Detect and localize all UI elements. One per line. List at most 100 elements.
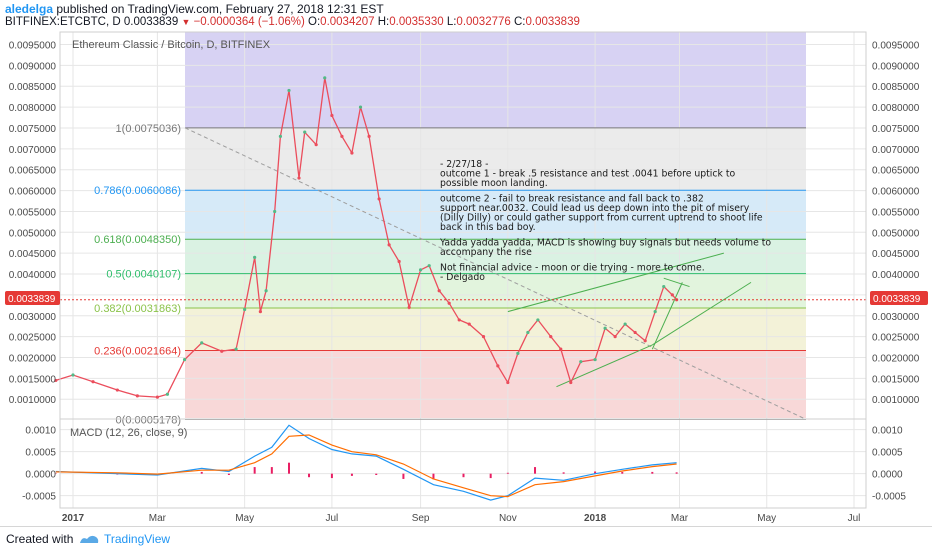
fib-zone (185, 190, 806, 240)
price-point (457, 318, 461, 322)
publish-line: aledelga published on TradingView.com, F… (5, 2, 384, 16)
y-tick-label-left: 0.0080000 (9, 103, 57, 114)
trendline (651, 282, 683, 350)
price-point (340, 134, 344, 138)
fib-zone (185, 32, 806, 128)
price-tag-right-text: 0.0033839 (873, 294, 921, 305)
fib-zone (185, 127, 806, 191)
price-point (182, 357, 187, 362)
price-line (54, 76, 866, 399)
price-point (200, 341, 204, 345)
fib-label: 0.382(0.0031863) (94, 303, 181, 315)
high-label: H: (377, 16, 390, 28)
price-point (297, 176, 301, 180)
price-point (496, 364, 500, 368)
price-point (303, 130, 307, 134)
macd-tick-label-left: 0.0010 (25, 426, 56, 437)
price-tag-left: 0.0033839 (5, 291, 60, 305)
y-tick-label-right: 0.0055000 (872, 207, 920, 218)
trendline (663, 277, 690, 288)
y-tick-label-right: 0.0020000 (872, 353, 920, 364)
price-point (569, 380, 573, 385)
y-tick-label-left: 0.0095000 (9, 41, 57, 52)
published-text: published on TradingView.com, February 2… (56, 2, 384, 16)
y-tick-label-right: 0.0075000 (872, 124, 920, 135)
macd-tick-label-left: 0.0000 (25, 470, 56, 481)
y-tick-label-right: 0.0050000 (872, 228, 920, 239)
trendline (652, 281, 752, 346)
price-point (358, 105, 363, 109)
fibonacci-levels: 1(0.0075036) 0.786(0.0060086) 0.618(0.0048… (94, 123, 806, 426)
price-point (437, 289, 441, 293)
macd-tick-label-left: 0.0005 (25, 448, 56, 459)
high-value: 0.0035330 (389, 16, 444, 28)
x-tick-label: 2018 (584, 513, 607, 524)
y-tick-label-left: 0.0075000 (9, 124, 57, 135)
note-line: support near.0032. Could lead us deep do… (440, 203, 750, 214)
price-point (643, 339, 647, 343)
price-change: −0.0000364 (−1.06%) (193, 16, 305, 28)
tradingview-logo-icon[interactable] (78, 533, 100, 545)
y-tick-label-right: 0.0045000 (872, 249, 920, 260)
price-tag-right: 0.0033839 (870, 291, 928, 305)
note-line: - 2/27/18 - (440, 159, 488, 170)
x-tick-label: Sep (412, 513, 430, 524)
symbol-line: BITFINEX:ETCBTC, D 0.0033839 ▼ −0.000036… (5, 15, 580, 29)
low-label: L: (446, 16, 457, 28)
y-tick-label-left: 0.0025000 (9, 333, 57, 344)
price-point (407, 305, 411, 310)
note-line: Not financial advice - moon or die tryin… (440, 263, 705, 274)
price-point (623, 322, 627, 326)
price-point (287, 88, 291, 93)
y-tick-label-right: 0.0095000 (872, 41, 920, 52)
x-tick-label: Mar (671, 513, 689, 524)
price-point (273, 209, 277, 214)
x-tick-label: Mar (149, 513, 167, 524)
fib-label: 0.786(0.0060086) (94, 185, 181, 197)
price-point (467, 322, 471, 326)
close-label: C: (514, 16, 526, 28)
annotation-note: - 2/27/18 -outcome 1 - break .5 resistan… (439, 159, 771, 283)
price-point (234, 347, 238, 351)
price-point (253, 255, 257, 259)
y-tick-label-right: 0.0060000 (872, 187, 920, 198)
price-point (447, 301, 451, 305)
price-point (603, 326, 607, 330)
note-line: possible moon landing. (440, 178, 548, 189)
y-tick-label-left: 0.0040000 (9, 270, 57, 281)
note-line: back in this bad boy. (440, 222, 536, 233)
macd-tick-label-right: 0.0005 (872, 448, 903, 459)
price-point (367, 134, 371, 138)
price-point (506, 380, 510, 385)
tradingview-brand[interactable]: TradingView (104, 532, 171, 546)
chart-area[interactable]: 1(0.0075036) 0.786(0.0060086) 0.618(0.0048… (0, 30, 932, 526)
x-tick-label: Nov (499, 513, 517, 524)
price-point (155, 395, 159, 399)
price-point (613, 335, 617, 339)
low-value: 0.0032776 (456, 16, 511, 28)
y-tick-label-right: 0.0030000 (872, 312, 920, 323)
price-point (258, 309, 262, 314)
price-point (54, 378, 58, 383)
note-line: outcome 2 - fail to break resistance and… (440, 194, 704, 205)
y-tick-label-left: 0.0070000 (9, 145, 57, 156)
price-point (418, 268, 423, 272)
y-tick-label-left: 0.0050000 (9, 228, 57, 239)
chart-title: Ethereum Classic / Bitcoin, D, BITFINEX (72, 39, 271, 51)
y-tick-label-left: 0.0010000 (9, 395, 57, 406)
y-tick-label-right: 0.0080000 (872, 103, 920, 114)
price-point (330, 113, 334, 118)
price-point (633, 330, 637, 335)
y-tick-label-right: 0.0065000 (872, 166, 920, 177)
fib-zone (185, 307, 806, 351)
open-value: 0.0034207 (320, 16, 375, 28)
trendline (507, 252, 724, 313)
price-point (350, 151, 354, 155)
author-link[interactable]: aledelga (5, 2, 54, 16)
price-point (397, 259, 401, 264)
price-point (387, 243, 391, 247)
price-point (278, 134, 283, 138)
y-tick-label-left: 0.0030000 (9, 312, 57, 323)
y-tick-label-left: 0.0045000 (9, 249, 57, 260)
price-point (549, 335, 553, 339)
